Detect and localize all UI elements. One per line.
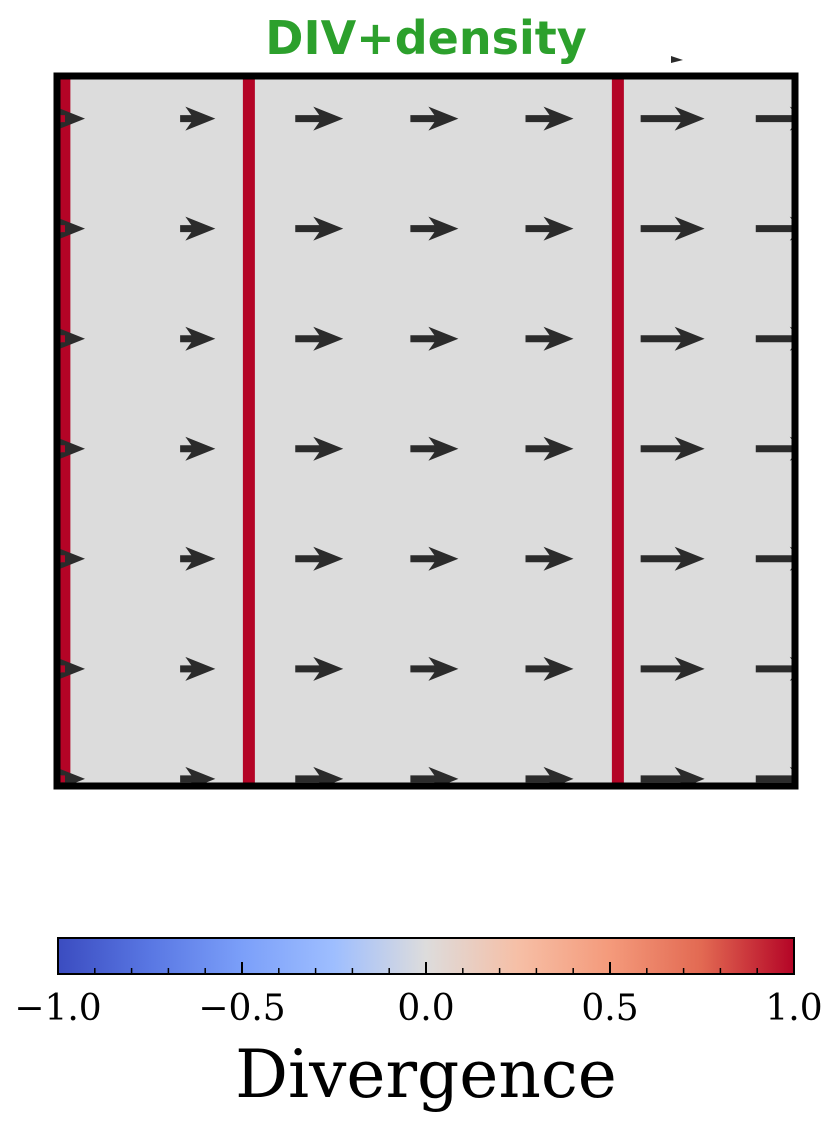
velocity-arrow [640,546,705,571]
velocity-arrow [180,216,216,241]
velocity-arrow [640,106,705,131]
divergence-line [242,76,255,786]
velocity-arrow [295,326,344,351]
velocity-arrow [525,436,574,461]
velocity-arrow [57,767,85,786]
velocity-arrow [410,326,459,351]
velocity-arrow [410,766,459,786]
velocity-arrow [640,766,705,786]
velocity-arrow [755,656,795,681]
velocity-arrow [525,766,574,786]
velocity-arrow [755,436,795,461]
velocity-arrow [640,656,705,681]
velocity-arrow [57,547,85,570]
velocity-arrow [295,766,344,786]
velocity-arrow [640,326,705,351]
velocity-arrow [410,656,459,681]
colorbar-ticks: −1.0 −0.5 0.0 0.5 1.0 [14,962,823,1029]
velocity-arrow [525,216,574,241]
velocity-arrow [525,656,574,681]
velocity-arrow [295,216,344,241]
velocity-arrow [525,106,574,131]
velocity-arrow [180,766,216,786]
chart-title: DIV+density [265,11,586,65]
colorbar-tick-label: 0.0 [397,988,454,1029]
velocity-arrow [410,106,459,131]
velocity-arrow [57,437,85,460]
field-background [57,76,795,786]
colorbar-tick-label: 0.5 [581,988,638,1029]
velocity-arrow [295,656,344,681]
velocity-arrow [640,436,705,461]
velocity-arrow [755,106,795,131]
velocity-arrow [57,657,85,681]
velocity-arrow [180,436,216,461]
velocity-arrow [525,326,574,351]
velocity-arrow [295,106,344,131]
quiver-key-arrow [671,56,683,63]
velocity-arrow [755,546,795,571]
colorbar-label: Divergence [235,1036,617,1113]
divergence-line [611,76,624,786]
velocity-arrow [295,546,344,571]
divergence-line [58,76,71,786]
velocity-arrow [180,326,216,351]
velocity-arrow [180,106,216,131]
colorbar-tick-label: 1.0 [765,988,822,1029]
velocity-arrow [410,216,459,241]
velocity-arrow [410,436,459,461]
velocity-arrow [180,656,216,681]
velocity-arrow [57,327,85,350]
velocity-arrow [180,546,216,571]
high-divergence-lines [58,76,624,786]
velocity-arrow [755,326,795,351]
colorbar-tick-label: −1.0 [14,988,101,1029]
velocity-arrow [640,216,705,241]
velocity-arrow [57,217,85,240]
velocity-arrow [755,216,795,241]
velocity-arrow [525,546,574,571]
velocity-arrow [57,107,85,130]
colorbar-tick-label: −0.5 [198,988,285,1029]
plot-frame [53,72,799,790]
velocity-arrow [755,766,795,786]
velocity-arrows [57,106,795,786]
velocity-arrow [410,546,459,571]
velocity-arrow [295,436,344,461]
